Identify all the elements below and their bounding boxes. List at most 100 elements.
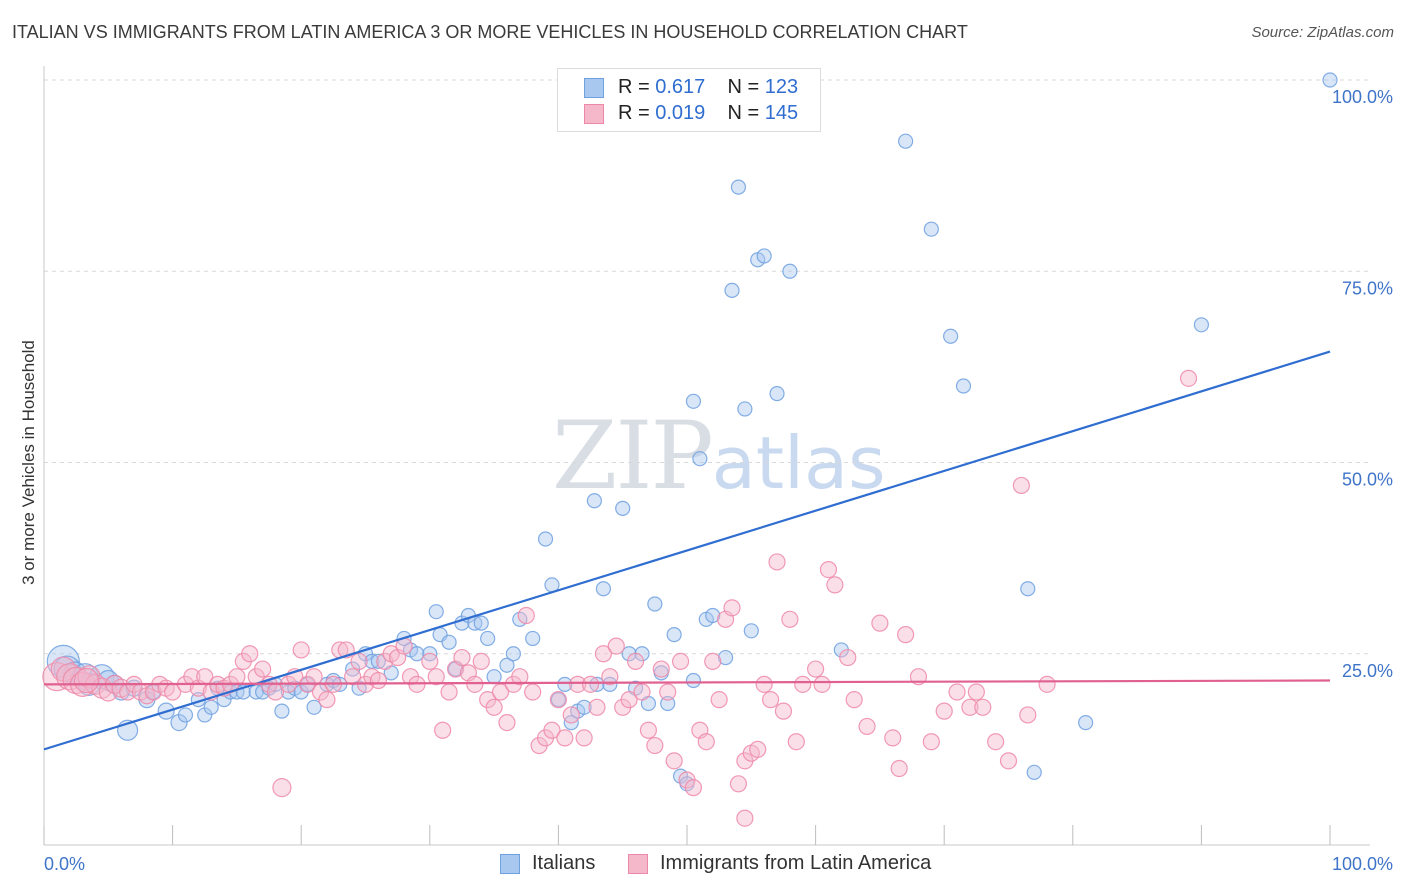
latin-america-point — [974, 698, 992, 716]
italians-point — [480, 630, 496, 647]
series-swatch-italians — [500, 854, 520, 874]
latin-america-point — [466, 675, 484, 693]
latin-america-point — [305, 668, 323, 686]
latin-america-point — [524, 683, 542, 701]
italians-point — [743, 623, 759, 639]
legend-n-value: 145 — [764, 102, 799, 124]
latin-america-point — [556, 729, 574, 747]
latin-america-point — [639, 721, 658, 739]
latin-america-point — [620, 691, 638, 709]
axes — [43, 66, 1370, 846]
italians-point — [499, 657, 515, 673]
latin-america-point — [543, 721, 561, 739]
latin-america-point — [781, 610, 799, 628]
latin-america-point — [890, 759, 908, 778]
latin-america-point — [427, 668, 445, 686]
chart-source: Source: ZipAtlas.com — [1251, 24, 1394, 41]
italians-point — [1193, 317, 1210, 333]
italians-point — [550, 692, 567, 708]
legend-n-label: N = — [727, 76, 760, 98]
latin-america-point — [704, 652, 722, 671]
latin-america-point — [774, 702, 793, 720]
latin-america-point — [871, 614, 889, 632]
latin-america-point — [98, 682, 118, 702]
latin-america-point — [511, 668, 529, 686]
latin-america-point — [549, 691, 568, 709]
italians-point — [724, 282, 740, 298]
legend-n-label: N = — [727, 102, 760, 124]
italians-point — [306, 699, 322, 715]
italians-point — [1026, 764, 1042, 780]
italians-point — [1020, 581, 1036, 597]
italians-point — [525, 630, 541, 647]
latin-america-point — [453, 648, 471, 667]
italians-point — [660, 695, 676, 712]
legend-text-latin-america: R = 0.019 N = 145 — [618, 102, 798, 125]
latin-america-point — [344, 668, 362, 686]
latin-america-point — [588, 698, 606, 716]
latin-america-point — [594, 645, 613, 663]
latin-america-point — [710, 691, 728, 709]
y-axis-label: 3 or more Vehicles in Household — [19, 340, 38, 585]
latin-america-point — [241, 645, 259, 663]
latin-america-point — [684, 779, 703, 797]
y-tick-label: 25.0% — [1342, 661, 1393, 681]
italians-point — [685, 672, 702, 689]
legend-n-value: 123 — [764, 76, 799, 98]
latin-america-point — [987, 733, 1005, 751]
italians-point — [409, 646, 425, 662]
latin-america-point — [646, 736, 664, 755]
italians-point — [615, 500, 631, 516]
x-tick-label: 0.0% — [44, 854, 85, 874]
latin-america-point — [626, 652, 645, 671]
italians-point — [692, 451, 708, 467]
latin-america-point — [434, 721, 452, 739]
latin-america-point — [659, 683, 677, 701]
latin-america-point — [1019, 706, 1037, 724]
latin-america-point — [633, 683, 651, 701]
latin-america-point — [999, 752, 1018, 770]
latin-america-point — [254, 660, 272, 678]
italians-point — [505, 646, 521, 662]
italians-point — [370, 653, 386, 670]
latin-america-point — [440, 683, 458, 701]
watermark-zip: ZIP — [552, 402, 714, 511]
latin-america-point — [749, 740, 767, 758]
latin-america-point — [736, 809, 754, 827]
italians-point — [537, 531, 554, 547]
latin-america-point — [369, 671, 387, 690]
italians-point — [955, 378, 972, 394]
legend-r-value: 0.019 — [655, 102, 706, 124]
latin-america-point — [819, 560, 838, 579]
latin-america-point — [498, 713, 516, 732]
latin-america-point — [826, 576, 844, 594]
stats-legend: R = 0.617 N = 123 R = 0.019 N = 145 — [557, 68, 821, 132]
italians-point — [274, 703, 290, 719]
italians-point — [473, 615, 489, 631]
italians-point — [586, 493, 603, 509]
italians-point — [203, 699, 219, 715]
latin-america-point — [935, 702, 953, 720]
latin-america-point — [272, 778, 292, 798]
italians-point — [576, 699, 592, 715]
latin-america-point — [768, 553, 786, 571]
latin-america-point — [839, 648, 857, 667]
latin-america-point — [652, 660, 670, 678]
y-tick-label: 100.0% — [1332, 87, 1393, 107]
italians-point — [737, 401, 753, 417]
latin-america-point — [575, 729, 593, 747]
latin-america-point — [813, 675, 831, 693]
tick-labels: 25.0% 50.0% 75.0% 100.0% 0.0% 100.0% 3 or more… — [19, 87, 1393, 874]
latin-america-point — [755, 675, 773, 693]
italians-point — [756, 248, 772, 264]
italians-point — [1078, 714, 1094, 731]
italians-point — [717, 649, 734, 666]
legend-swatch-latin-america — [584, 104, 604, 124]
latin-america-point — [62, 666, 90, 695]
latin-america-point — [569, 675, 587, 693]
latin-america-point — [794, 675, 812, 693]
italians-point — [595, 581, 612, 597]
latin-america-point — [601, 668, 619, 686]
italians-point — [1322, 72, 1338, 88]
latin-america-trend-line — [43, 679, 1331, 686]
